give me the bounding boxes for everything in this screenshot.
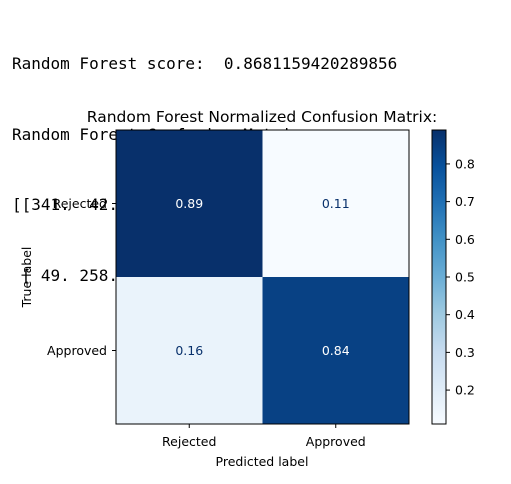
plot-frame bbox=[115, 129, 410, 425]
chart-title: Random Forest Normalized Confusion Matri… bbox=[87, 108, 437, 126]
x-tick-label: Rejected bbox=[162, 434, 216, 449]
y-tick-label: Approved bbox=[47, 343, 107, 358]
colorbar-tick-label: 0.6 bbox=[455, 232, 475, 247]
heatmap-cell-approved-rejected bbox=[116, 277, 263, 424]
heatmap-cell-approved-approved bbox=[262, 277, 409, 424]
x-axis-ticks: Rejected Approved bbox=[162, 424, 366, 449]
console-line-score: Random Forest score: 0.8681159420289856 bbox=[12, 54, 398, 73]
heatmap-cell-rejected-rejected bbox=[116, 130, 263, 277]
cell-value-label: 0.89 bbox=[175, 196, 203, 211]
heatmap-cell-rejected-approved bbox=[262, 130, 409, 277]
cell-value-label: 0.11 bbox=[322, 196, 350, 211]
colorbar-tick-label: 0.8 bbox=[455, 156, 475, 171]
cell-value-label: 0.84 bbox=[322, 343, 350, 358]
x-tick-label: Approved bbox=[306, 434, 366, 449]
colorbar-tick-label: 0.5 bbox=[455, 270, 475, 285]
colorbar-ticks: 0.2 0.3 0.4 0.5 0.6 0.7 0.8 bbox=[446, 156, 475, 398]
y-axis-label: True label bbox=[19, 247, 34, 309]
colorbar-tick-label: 0.4 bbox=[455, 307, 475, 322]
y-axis-ticks: Rejected Approved bbox=[47, 196, 116, 358]
y-tick-label: Rejected bbox=[53, 196, 107, 211]
colorbar-tick-label: 0.3 bbox=[455, 345, 475, 360]
cell-value-label: 0.16 bbox=[175, 343, 203, 358]
colorbar-tick-label: 0.7 bbox=[455, 194, 475, 209]
colorbar-tick-label: 0.2 bbox=[455, 383, 475, 398]
heatmap-cells: 0.89 0.11 0.16 0.84 bbox=[116, 130, 409, 424]
colorbar bbox=[431, 129, 447, 425]
x-axis-label: Predicted label bbox=[216, 454, 309, 469]
